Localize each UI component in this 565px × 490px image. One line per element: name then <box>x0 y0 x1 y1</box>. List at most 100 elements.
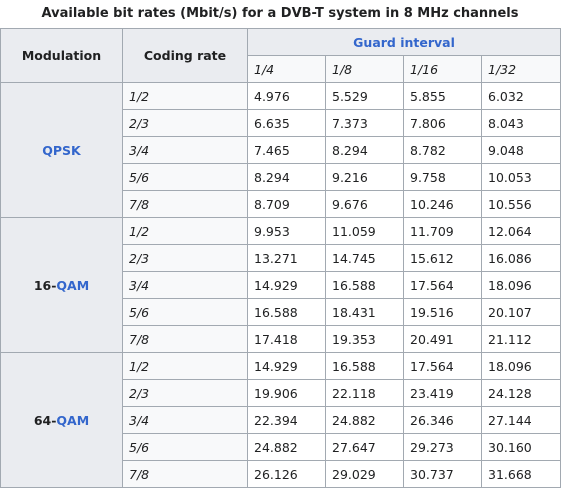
bit-rate: 9.216 <box>325 163 404 191</box>
table-row: 5/6 24.882 27.647 29.273 30.160 <box>1 433 562 461</box>
bit-rate: 5.855 <box>403 82 482 110</box>
header-guard-interval[interactable]: Guard interval <box>246 28 562 56</box>
bit-rate: 27.144 <box>480 406 562 434</box>
coding-rate: 1/2 <box>122 82 248 110</box>
bit-rate: 30.160 <box>480 433 562 461</box>
bit-rate: 14.745 <box>325 244 404 272</box>
coding-rate: 5/6 <box>122 298 248 326</box>
bit-rate: 10.556 <box>480 190 562 218</box>
coding-rate: 1/2 <box>122 352 248 380</box>
bit-rate: 29.029 <box>325 460 404 488</box>
guard-value: 1/32 <box>480 55 562 83</box>
coding-rate: 5/6 <box>122 163 248 191</box>
coding-rate: 2/3 <box>122 244 248 272</box>
coding-rate: 3/4 <box>122 406 248 434</box>
bit-rate: 11.709 <box>403 217 482 245</box>
bit-rate: 14.929 <box>247 271 326 299</box>
coding-rate: 7/8 <box>122 325 248 353</box>
modulation-cell: 64-QAM <box>0 352 123 488</box>
modulation-link[interactable]: QPSK <box>42 142 81 158</box>
bit-rate: 24.128 <box>480 379 562 407</box>
bit-rate: 10.053 <box>480 163 562 191</box>
bit-rate: 6.635 <box>247 109 326 137</box>
bit-rate: 9.953 <box>247 217 326 245</box>
modulation-prefix: 16- <box>33 277 57 293</box>
bit-rate: 19.353 <box>325 325 404 353</box>
guard-value: 1/8 <box>325 55 404 83</box>
table-row: 7/8 26.126 29.029 30.737 31.668 <box>1 460 562 488</box>
bit-rate: 8.294 <box>247 163 326 191</box>
table-row: 2/3 13.271 14.745 15.612 16.086 <box>1 244 562 272</box>
modulation-link[interactable]: QAM <box>56 412 90 428</box>
bit-rate: 30.737 <box>403 460 482 488</box>
bit-rate: 16.086 <box>480 244 562 272</box>
bit-rate: 9.048 <box>480 136 562 164</box>
bit-rate: 12.064 <box>480 217 562 245</box>
bit-rate: 20.491 <box>403 325 482 353</box>
table-row: 7/8 17.418 19.353 20.491 21.112 <box>1 325 562 353</box>
bit-rate: 8.709 <box>247 190 326 218</box>
table-row: 5/6 8.294 9.216 9.758 10.053 <box>1 163 562 191</box>
modulation-cell: QPSK <box>0 82 123 218</box>
bit-rate: 20.107 <box>480 298 562 326</box>
bit-rate: 13.271 <box>247 244 326 272</box>
bit-rate: 16.588 <box>325 271 404 299</box>
header-coding-rate: Coding rate <box>122 28 248 83</box>
coding-rate: 7/8 <box>122 190 248 218</box>
bit-rate: 18.431 <box>325 298 404 326</box>
bit-rate: 9.676 <box>325 190 404 218</box>
bit-rate: 22.394 <box>247 406 326 434</box>
bit-rate: 17.564 <box>403 352 482 380</box>
coding-rate: 2/3 <box>122 379 248 407</box>
bit-rate: 31.668 <box>480 460 562 488</box>
bit-rate: 16.588 <box>247 298 326 326</box>
table-row: 3/4 22.394 24.882 26.346 27.144 <box>1 406 562 434</box>
bit-rate: 5.529 <box>325 82 404 110</box>
bit-rate: 4.976 <box>247 82 326 110</box>
bit-rate: 18.096 <box>480 352 562 380</box>
bit-rate: 26.346 <box>403 406 482 434</box>
modulation-link[interactable]: QAM <box>56 277 90 293</box>
bit-rate: 8.043 <box>480 109 562 137</box>
bit-rate: 26.126 <box>247 460 326 488</box>
table-row: 3/4 7.465 8.294 8.782 9.048 <box>1 136 562 164</box>
bit-rate: 8.782 <box>403 136 482 164</box>
bit-rate: 22.118 <box>325 379 404 407</box>
bit-rate: 29.273 <box>403 433 482 461</box>
bit-rate: 24.882 <box>325 406 404 434</box>
bit-rate: 9.758 <box>403 163 482 191</box>
bit-rate: 17.564 <box>403 271 482 299</box>
bit-rate: 17.418 <box>247 325 326 353</box>
bit-rate: 14.929 <box>247 352 326 380</box>
bit-rate: 19.906 <box>247 379 326 407</box>
modulation-cell: 16-QAM <box>0 217 123 353</box>
bit-rate: 10.246 <box>403 190 482 218</box>
coding-rate: 5/6 <box>122 433 248 461</box>
bit-rate: 16.588 <box>325 352 404 380</box>
bit-rate: 27.647 <box>325 433 404 461</box>
bit-rate: 21.112 <box>480 325 562 353</box>
bit-rate: 24.882 <box>247 433 326 461</box>
table-row: 2/3 6.635 7.373 7.806 8.043 <box>1 109 562 137</box>
coding-rate: 3/4 <box>122 271 248 299</box>
table-row: 64-QAM 1/2 14.929 16.588 17.564 18.096 <box>0 352 562 488</box>
modulation-prefix: 64- <box>33 412 57 428</box>
guard-value: 1/4 <box>247 55 326 83</box>
table-row: 3/4 14.929 16.588 17.564 18.096 <box>1 271 562 299</box>
table-row: 5/6 16.588 18.431 19.516 20.107 <box>1 298 562 326</box>
bitrate-table: Modulation Coding rate Guard interval 1/… <box>0 28 562 488</box>
bit-rate: 7.373 <box>325 109 404 137</box>
bit-rate: 18.096 <box>480 271 562 299</box>
table-row: 7/8 8.709 9.676 10.246 10.556 <box>1 190 562 218</box>
table-caption: Available bit rates (Mbit/s) for a DVB-T… <box>41 6 519 21</box>
bit-rate: 7.465 <box>247 136 326 164</box>
bit-rate: 23.419 <box>403 379 482 407</box>
coding-rate: 2/3 <box>122 109 248 137</box>
bit-rate: 11.059 <box>325 217 404 245</box>
bit-rate: 8.294 <box>325 136 404 164</box>
bit-rate: 6.032 <box>480 82 562 110</box>
header-modulation: Modulation <box>0 28 123 83</box>
guard-value: 1/16 <box>403 55 482 83</box>
table-row: QPSK 1/2 4.976 5.529 5.855 6.032 <box>0 82 562 218</box>
